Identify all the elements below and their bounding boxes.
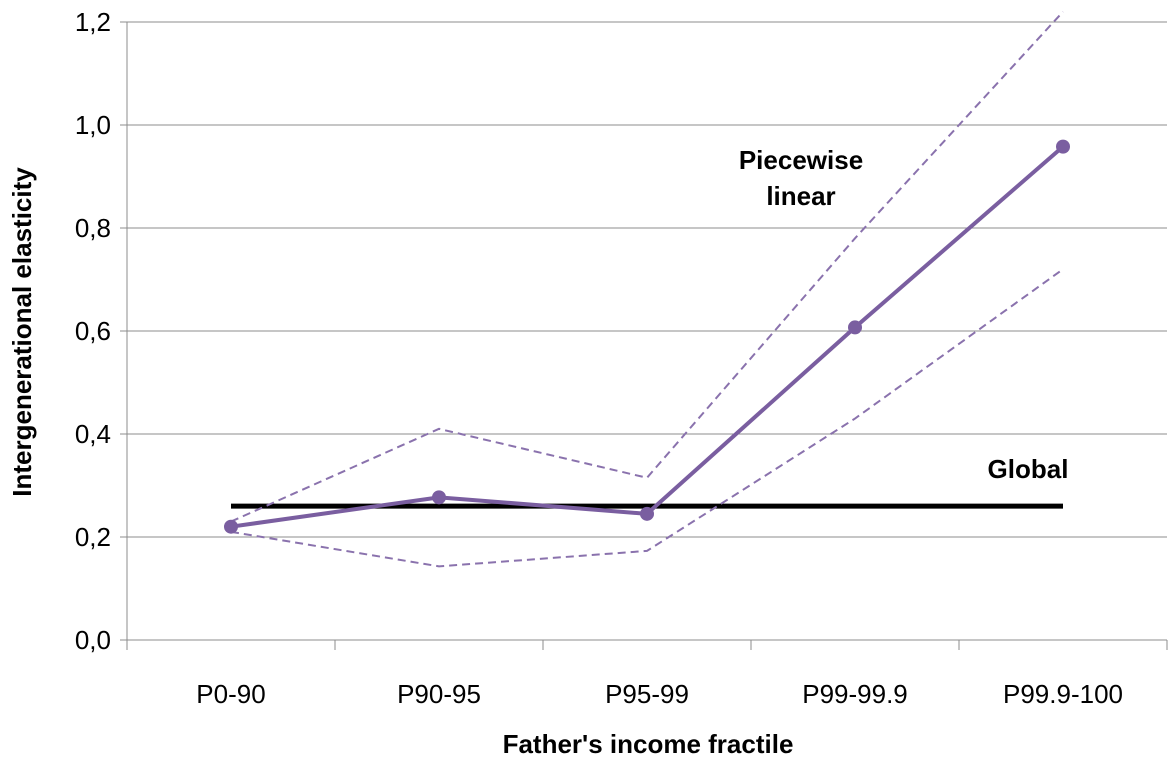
data-point-piecewise [432,490,446,505]
x-axis-title: Father's income fractile [503,729,794,759]
y-tick-label: 0,6 [75,316,111,346]
gridlines [127,21,1167,538]
y-tick-label: 0,0 [75,625,111,655]
x-tick-label: P90-95 [397,679,481,709]
x-tick-label: P99-99.9 [802,679,908,709]
data-point-piecewise [848,320,862,335]
data-point-piecewise [1056,139,1070,154]
series [224,11,1070,568]
annotation-piecewise-line2: linear [766,181,835,211]
series-line-lower-bound [230,268,1064,568]
labels: 0,0 0,2 0,4 0,6 0,8 1,0 1,2 P0-90 P90-95 P95-99 P9… [75,7,1123,709]
axes [120,21,1168,650]
x-tick-label: P95-99 [605,679,689,709]
y-tick-label: 1,0 [75,110,111,140]
series-line-upper-bound [230,11,1064,523]
y-tick-label: 0,2 [75,522,111,552]
x-tick-label: P0-90 [196,679,265,709]
x-tick-label: P99.9-100 [1003,679,1123,709]
annotation-global: Global [988,454,1069,484]
y-tick-label: 0,8 [75,213,111,243]
data-point-piecewise [640,506,654,521]
y-axis-title: Intergenerational elasticity [7,167,37,497]
data-point-piecewise [224,519,238,534]
y-tick-label: 1,2 [75,7,111,37]
y-tick-label: 0,4 [75,419,111,449]
annotation-piecewise-line1: Piecewise [739,145,863,175]
series-line-piecewise [230,145,1065,529]
